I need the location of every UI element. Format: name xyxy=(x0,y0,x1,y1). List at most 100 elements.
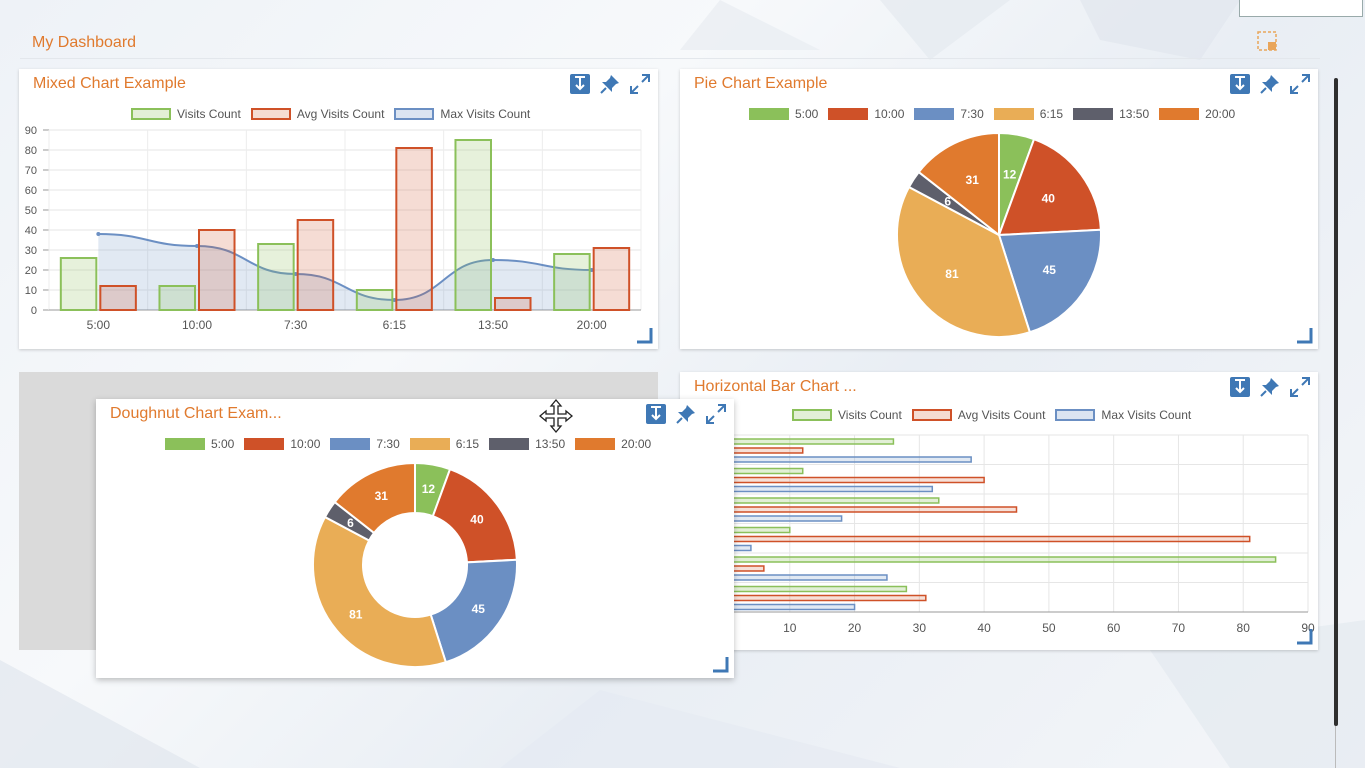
legend-swatch xyxy=(575,438,616,450)
slice xyxy=(312,515,448,668)
legend-item[interactable]: 6:15 xyxy=(409,437,479,451)
slice-label: 40 xyxy=(470,512,484,526)
bar xyxy=(296,219,335,311)
y-tick-label: 0 xyxy=(31,305,37,317)
resize-handle-icon[interactable] xyxy=(1295,326,1313,344)
legend-item[interactable]: Avg Visits Count xyxy=(911,408,1045,422)
chart-legend: Visits Count Avg Visits Count Max Visits… xyxy=(792,408,1201,422)
x-tick-label: 10:00 xyxy=(182,318,212,332)
legend-item[interactable]: Visits Count xyxy=(131,107,241,121)
hbar-chart-widget: Horizontal Bar Chart ... Visits Count Av… xyxy=(680,372,1318,650)
vertical-scrollbar[interactable] xyxy=(1334,78,1338,726)
slice-label: 45 xyxy=(472,602,486,616)
x-tick-label: 5:00 xyxy=(87,318,111,332)
legend-label: Visits Count xyxy=(177,107,241,121)
scrollbar-guide xyxy=(1335,726,1336,768)
bar xyxy=(494,297,532,311)
legend-swatch xyxy=(131,108,171,120)
slice-label: 81 xyxy=(945,267,959,281)
bar xyxy=(724,526,791,534)
doughnut-chart-plot: 12 40 45 81 6 31 xyxy=(312,461,518,668)
pin-icon[interactable] xyxy=(1258,72,1282,96)
legend-item[interactable]: 10:00 xyxy=(244,437,320,451)
legend-label: 5:00 xyxy=(795,107,819,121)
slice xyxy=(997,228,1102,334)
bar xyxy=(724,594,927,602)
legend-swatch xyxy=(914,108,955,120)
legend-item[interactable]: 10:00 xyxy=(828,107,904,121)
resize-handle-icon[interactable] xyxy=(635,326,653,344)
pin-icon[interactable] xyxy=(674,402,698,426)
layout-resize-icon[interactable] xyxy=(1257,31,1277,51)
download-icon[interactable] xyxy=(1228,375,1252,399)
x-tick-label: 30 xyxy=(913,621,927,635)
download-icon[interactable] xyxy=(644,402,668,426)
legend-swatch xyxy=(330,438,371,450)
title-divider xyxy=(20,58,1320,59)
slice-label: 12 xyxy=(422,482,436,496)
bar xyxy=(724,456,972,463)
legend-item[interactable]: 6:15 xyxy=(993,107,1063,121)
x-tick-label: 20 xyxy=(848,621,862,635)
legend-item[interactable]: 13:50 xyxy=(489,437,565,451)
expand-icon[interactable] xyxy=(1288,375,1312,399)
area-series-fill xyxy=(98,234,592,310)
bar xyxy=(553,253,591,311)
legend-item[interactable]: 20:00 xyxy=(1159,107,1235,121)
pin-icon[interactable] xyxy=(598,72,622,96)
x-tick-label: 70 xyxy=(1172,621,1186,635)
slice-label: 6 xyxy=(944,195,951,209)
download-icon[interactable] xyxy=(1228,72,1252,96)
legend-swatch xyxy=(165,438,205,450)
bar xyxy=(724,515,843,522)
legend-item[interactable]: Visits Count xyxy=(792,408,902,422)
x-tick-label: 6:15 xyxy=(383,318,407,332)
doughnut-chart-widget[interactable]: Doughnut Chart Exam... 5:00 10:00 7:30 6:15… xyxy=(96,399,734,678)
x-tick-label: 7:30 xyxy=(284,318,308,332)
legend-swatch xyxy=(250,108,291,120)
legend-item[interactable]: 5:00 xyxy=(749,107,818,121)
pin-icon[interactable] xyxy=(1258,375,1282,399)
legend-label: 10:00 xyxy=(290,437,321,451)
x-tick-label: 60 xyxy=(1107,621,1121,635)
bar xyxy=(59,257,98,311)
move-cursor-icon xyxy=(538,398,574,434)
widget-title: Pie Chart Example xyxy=(694,75,828,92)
legend-item[interactable]: 5:00 xyxy=(165,437,234,451)
bar xyxy=(724,603,856,611)
legend-label: Max Visits Count xyxy=(1101,408,1192,422)
bar xyxy=(724,438,895,445)
resize-handle-icon[interactable] xyxy=(1295,627,1313,645)
x-tick-label: 13:50 xyxy=(478,318,508,332)
y-tick-label: 60 xyxy=(25,185,37,197)
expand-icon[interactable] xyxy=(1288,72,1312,96)
bar xyxy=(724,556,1277,563)
slice xyxy=(997,137,1102,237)
slice-label: 45 xyxy=(1043,263,1057,277)
legend-swatch xyxy=(489,438,530,450)
legend-item[interactable]: 20:00 xyxy=(575,437,651,451)
top-overlay-box xyxy=(1239,0,1363,17)
download-icon[interactable] xyxy=(568,72,592,96)
legend-swatch xyxy=(993,108,1034,120)
legend-item[interactable]: 7:30 xyxy=(330,437,400,451)
legend-swatch xyxy=(911,409,952,421)
legend-label: 20:00 xyxy=(1205,107,1236,121)
legend-item[interactable]: Max Visits Count xyxy=(394,107,530,121)
expand-icon[interactable] xyxy=(704,402,728,426)
slice-label: 31 xyxy=(966,173,980,187)
expand-icon[interactable] xyxy=(628,72,652,96)
chart-legend: 5:00 10:00 7:30 6:15 13:50 20:00 xyxy=(749,107,1245,121)
legend-item[interactable]: 13:50 xyxy=(1073,107,1149,121)
legend-item[interactable]: 7:30 xyxy=(914,107,984,121)
legend-item[interactable]: Avg Visits Count xyxy=(250,107,384,121)
legend-swatch xyxy=(1159,108,1200,120)
area-series-point xyxy=(589,268,594,272)
dashboard-title: My Dashboard xyxy=(32,34,137,51)
x-tick-label: 10 xyxy=(783,621,797,635)
chart-legend: 5:00 10:00 7:30 6:15 13:50 20:00 xyxy=(165,437,661,451)
legend-item[interactable]: Max Visits Count xyxy=(1055,408,1191,422)
resize-handle-icon[interactable] xyxy=(711,655,729,673)
bar xyxy=(724,485,934,493)
